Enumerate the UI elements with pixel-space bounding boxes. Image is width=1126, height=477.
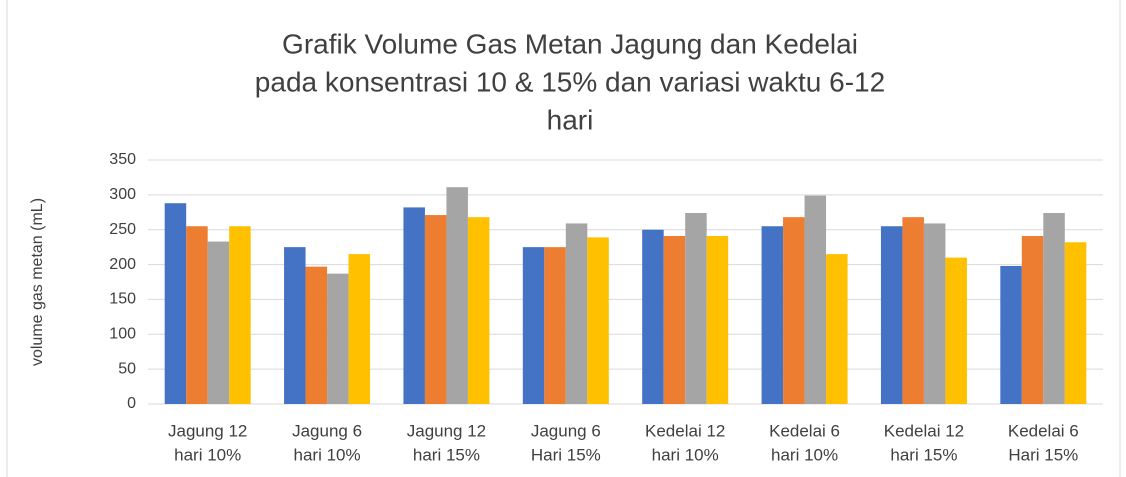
x-tick-label: Kedelai 6 bbox=[769, 421, 840, 440]
bar bbox=[642, 229, 664, 404]
bar bbox=[186, 226, 208, 404]
bar bbox=[284, 247, 306, 404]
y-axis-label: volume gas metan (mL) bbox=[29, 198, 46, 366]
x-tick-label: hari 15% bbox=[413, 445, 480, 464]
bar bbox=[446, 187, 468, 404]
bar bbox=[1000, 265, 1022, 404]
bar bbox=[804, 195, 827, 404]
bar bbox=[945, 257, 967, 404]
chart-title: hari bbox=[547, 104, 594, 135]
y-tick-label: 150 bbox=[109, 291, 136, 308]
bar bbox=[467, 217, 490, 404]
x-tick-label: hari 10% bbox=[652, 445, 719, 464]
chart-title: pada konsentrasi 10 & 15% dan variasi wa… bbox=[255, 66, 885, 97]
x-tick-label: Kedelai 12 bbox=[645, 421, 725, 440]
x-tick-label: Hari 15% bbox=[531, 445, 601, 464]
bar bbox=[403, 207, 425, 404]
y-tick-label: 250 bbox=[109, 221, 136, 238]
bar bbox=[327, 273, 349, 404]
y-tick-label: 100 bbox=[109, 326, 136, 343]
x-tick-label: Jagung 6 bbox=[292, 421, 362, 440]
x-tick-label: Jagung 6 bbox=[531, 421, 601, 440]
x-tick-label: Kedelai 6 bbox=[1008, 421, 1079, 440]
bar bbox=[880, 226, 903, 404]
bar bbox=[207, 241, 230, 404]
y-tick-label: 200 bbox=[109, 256, 136, 273]
y-tick-label: 350 bbox=[109, 151, 136, 168]
x-tick-label: hari 10% bbox=[771, 445, 838, 464]
bar bbox=[1064, 242, 1087, 404]
bar bbox=[424, 215, 447, 404]
x-tick-label: Hari 15% bbox=[1008, 445, 1078, 464]
bar bbox=[229, 226, 251, 404]
bar bbox=[1043, 212, 1065, 404]
chart-title: Grafik Volume Gas Metan Jagung dan Kedel… bbox=[282, 28, 858, 59]
bar bbox=[305, 266, 328, 404]
bar bbox=[164, 203, 187, 404]
x-tick-label: hari 15% bbox=[890, 445, 957, 464]
bar bbox=[783, 217, 805, 404]
bar bbox=[1021, 235, 1044, 404]
bar bbox=[565, 223, 588, 404]
y-tick-label: 50 bbox=[118, 360, 136, 377]
bar bbox=[902, 217, 924, 404]
x-tick-label: Kedelai 12 bbox=[884, 421, 964, 440]
bar bbox=[522, 247, 545, 404]
bar bbox=[587, 237, 609, 404]
bar bbox=[348, 254, 371, 404]
bar bbox=[761, 226, 784, 404]
x-tick-label: Jagung 12 bbox=[407, 421, 486, 440]
bar bbox=[706, 235, 729, 404]
y-tick-label: 0 bbox=[127, 395, 136, 412]
bar bbox=[544, 247, 566, 404]
x-tick-label: Jagung 12 bbox=[168, 421, 247, 440]
bar bbox=[826, 254, 848, 404]
bar bbox=[923, 223, 946, 404]
x-tick-label: hari 10% bbox=[174, 445, 241, 464]
x-tick-label: hari 10% bbox=[294, 445, 361, 464]
y-tick-label: 300 bbox=[109, 186, 136, 203]
bar bbox=[663, 235, 686, 404]
bar bbox=[685, 212, 707, 404]
